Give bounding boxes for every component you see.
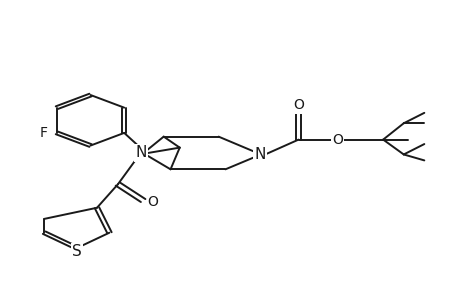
Text: N: N xyxy=(135,146,146,160)
Text: O: O xyxy=(147,195,158,209)
Text: F: F xyxy=(40,126,48,140)
Text: O: O xyxy=(331,133,342,147)
Text: O: O xyxy=(292,98,303,112)
Text: N: N xyxy=(253,147,265,162)
Text: S: S xyxy=(72,244,82,259)
